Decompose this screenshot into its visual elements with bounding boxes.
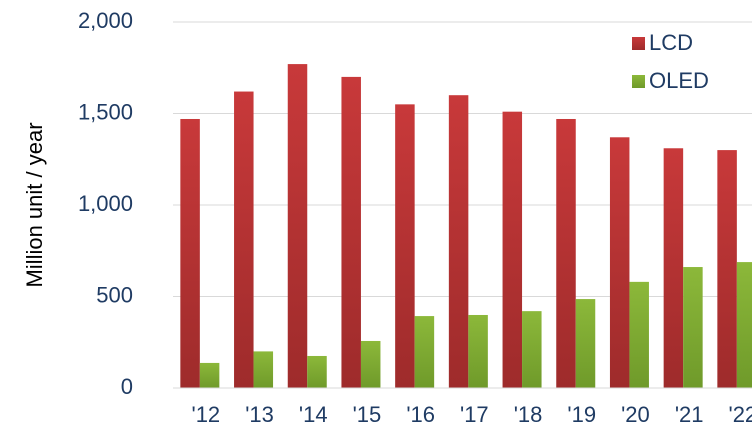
legend-swatch	[632, 75, 645, 88]
x-tick-label: '22	[729, 402, 752, 427]
y-tick-label: 2,000	[78, 8, 133, 33]
bar	[522, 311, 542, 388]
y-tick-label: 0	[121, 374, 133, 399]
bar	[629, 281, 649, 388]
y-tick-label: 500	[96, 282, 133, 307]
x-tick-label: '16	[406, 402, 435, 427]
bar	[341, 76, 361, 389]
x-tick-label: '19	[567, 402, 596, 427]
bar	[414, 316, 435, 388]
x-tick-label: '18	[514, 402, 543, 427]
bar	[395, 104, 415, 388]
bar	[234, 91, 254, 388]
bar	[360, 340, 381, 388]
bar	[468, 314, 488, 388]
y-tick-label: 1,000	[78, 191, 133, 216]
bar	[307, 355, 327, 388]
legend-label: OLED	[649, 68, 709, 93]
legend-label: LCD	[649, 30, 693, 55]
x-tick-label: '17	[460, 402, 489, 427]
x-tick-label: '14	[299, 402, 328, 427]
x-tick-label: '13	[245, 402, 274, 427]
bar	[683, 267, 703, 388]
y-axis-label: Million unit / year	[22, 122, 47, 287]
bar	[609, 137, 630, 388]
bar	[736, 262, 752, 388]
y-tick-label: 1,500	[78, 99, 133, 124]
bar	[448, 95, 469, 388]
x-tick-label: '12	[192, 402, 221, 427]
bar	[575, 299, 596, 388]
legend-swatch	[632, 37, 645, 50]
bar	[253, 351, 274, 388]
bar	[180, 118, 200, 389]
x-tick-label: '21	[675, 402, 704, 427]
bar	[663, 148, 684, 388]
x-tick-label: '20	[621, 402, 650, 427]
bar	[556, 118, 576, 389]
bar	[502, 111, 523, 389]
x-tick-label: '15	[353, 402, 382, 427]
bar	[287, 64, 308, 388]
bar	[199, 362, 220, 388]
bar	[717, 150, 737, 388]
